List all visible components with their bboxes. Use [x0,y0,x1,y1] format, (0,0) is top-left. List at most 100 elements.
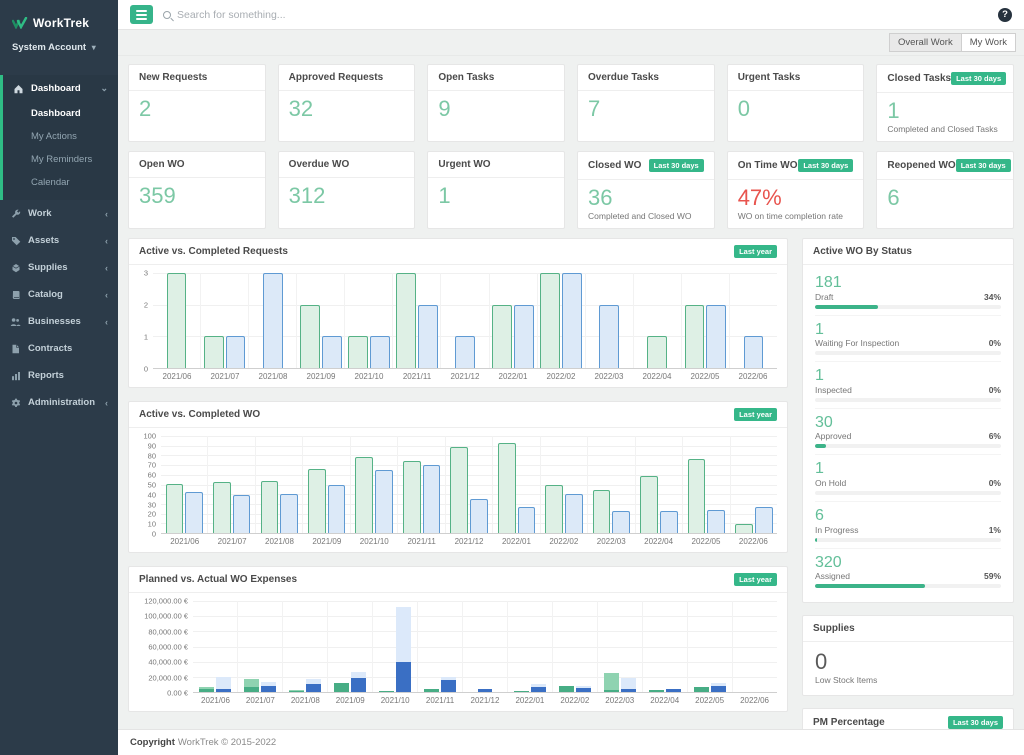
sidebar-item-contracts[interactable]: Contracts [0,335,118,362]
status-count: 320 [815,553,842,571]
status-percent: 6% [988,431,1001,442]
kpi-title: Approved Requests [288,72,384,83]
sidebar-item-administration[interactable]: Administration ‹ [0,389,118,416]
footer: Copyright WorkTrek © 2015-2022 [118,729,1024,755]
expense-stack [621,601,636,692]
status-progress-bar [815,351,1001,356]
active-bar [203,336,224,368]
chart-active-vs-completed-wo: Active vs. Completed WO Last year 100 90 80 7… [128,401,788,553]
active-bar [684,304,705,368]
status-progress-bar [815,584,1001,589]
status-count: 1 [815,367,824,385]
active-bar [492,304,513,368]
completed-bar [280,494,298,533]
chart-category-cell [490,273,538,368]
chart-category-cell [634,273,682,368]
time-range-badge: Last year [734,245,777,258]
kpi-row-tasks: New Requests 2 Approved Requests 32 Open Tas… [128,64,1015,142]
my-work-button[interactable]: My Work [960,33,1016,52]
sidebar-group-supplies: Supplies ‹ [0,254,118,281]
chart-category-cell [598,601,643,692]
status-row-inspected: 1 Inspected 0% [815,362,1001,409]
time-range-badge: Last 30 days [951,72,1007,85]
chart-category-cell [463,601,508,692]
sidebar-item-supplies[interactable]: Supplies ‹ [0,254,118,281]
completed-bar [375,469,393,533]
panel-title: Supplies [813,623,855,635]
chevron-left-icon: ‹ [105,262,108,273]
expense-stack [514,601,529,692]
copyright-label: Copyright [130,737,175,748]
account-menu[interactable]: System Account ▾ [0,36,118,67]
completed-bar [562,273,582,368]
plot-area [161,436,777,534]
status-label: Approved [815,431,852,442]
chart-category-cell [643,601,688,692]
users-icon [10,317,21,327]
completed-bar [612,510,631,533]
chart-title: Planned vs. Actual WO Expenses [139,574,298,585]
active-bar [545,485,563,533]
kpi-card-approved-requests: Approved Requests 32 [277,64,416,142]
active-bar [647,336,668,368]
sidebar-item-label: Businesses [28,316,81,327]
status-row-approved: 30 Approved 6% [815,409,1001,456]
help-icon[interactable]: ? [998,7,1012,22]
sidebar-subitem-dashboard[interactable]: Dashboard [31,108,81,119]
sidebar-subitem-calendar[interactable]: Calendar [31,177,70,188]
chart-category-cell [688,601,733,692]
sidebar-subitem-my-reminders[interactable]: My Reminders [31,154,93,165]
sidebar-item-catalog[interactable]: Catalog ‹ [0,281,118,308]
chevron-left-icon: ‹ [105,397,108,408]
status-progress-bar [815,444,1001,449]
chart-category-cell [733,601,777,692]
plot-area [153,273,777,369]
chart-category-cell [238,601,283,692]
chart-category-cell [636,436,684,533]
chart-category-cell [541,436,589,533]
sidebar-item-reports[interactable]: Reports [0,362,118,389]
hamburger-menu-button[interactable] [130,5,153,24]
kpi-card-new-requests: New Requests 2 [128,64,266,142]
completed-bar [707,509,726,533]
kpi-title: New Requests [139,72,208,83]
kpi-value: 2 [139,96,152,121]
dashboard-content: New Requests 2 Approved Requests 32 Open Tas… [118,56,1024,729]
kpi-subtitle: WO on time completion rate [737,211,844,222]
sidebar-subitem-my-actions[interactable]: My Actions [31,131,77,142]
chart-category-cell [683,436,731,533]
sidebar-item-work[interactable]: Work ‹ [0,200,118,227]
sidebar-item-businesses[interactable]: Businesses ‹ [0,308,118,335]
completed-bar [417,304,438,368]
kpi-value: 32 [288,96,314,121]
search-icon [163,10,171,19]
chart-title: Active vs. Completed Requests [139,246,288,257]
expense-stack [559,601,574,692]
overall-work-button[interactable]: Overall Work [888,33,962,52]
sidebar-item-label: Assets [28,235,60,246]
chart-category-cell [538,273,586,368]
completed-bar [455,336,475,368]
sidebar-item-dashboard[interactable]: Dashboard ⌄ [3,75,118,102]
chart-category-cell [283,601,328,692]
expense-stack [666,601,681,692]
status-percent: 59% [983,571,1001,582]
expense-stack [244,601,259,692]
time-range-badge: Last year [734,408,777,421]
y-axis: 120,000.00 €100,000.00 €80,000.00 €60,00… [144,596,188,698]
kpi-title: Overdue Tasks [588,72,659,83]
kpi-value: 7 [588,96,601,121]
sidebar-item-assets[interactable]: Assets ‹ [0,227,118,254]
search-input[interactable] [177,8,672,21]
chart-category-cell [393,273,442,368]
status-percent: 0% [988,338,1001,349]
kpi-card-overdue-wo: Overdue WO 312 [277,151,416,229]
chart-category-cell [373,601,418,692]
completed-bar [321,336,342,368]
kpi-title: Closed WO [588,160,642,171]
active-bar [450,446,469,533]
completed-bar [514,304,534,368]
chart-category-cell [493,436,541,533]
chevron-down-icon: ▾ [91,43,96,52]
app-title: WorkTrek [33,16,90,30]
